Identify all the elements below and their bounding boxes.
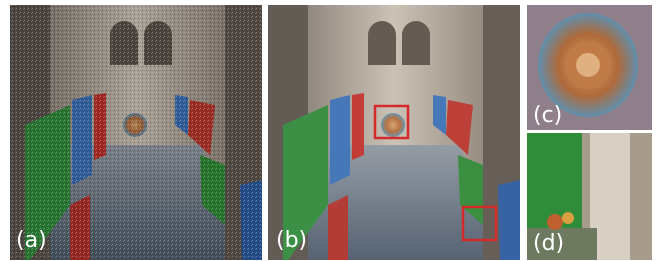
panel-label: (d) bbox=[533, 231, 564, 256]
panel-label: (b) bbox=[276, 228, 307, 253]
panel-c: (c) bbox=[527, 5, 652, 130]
panel-b: (b) bbox=[268, 5, 520, 260]
panel-label: (c) bbox=[533, 103, 562, 128]
panel-label: (a) bbox=[16, 228, 47, 253]
panel-a: (a) bbox=[10, 5, 262, 260]
panel-d: (d) bbox=[527, 133, 652, 260]
figure: (a) (b) (c) (d) bbox=[0, 0, 662, 261]
